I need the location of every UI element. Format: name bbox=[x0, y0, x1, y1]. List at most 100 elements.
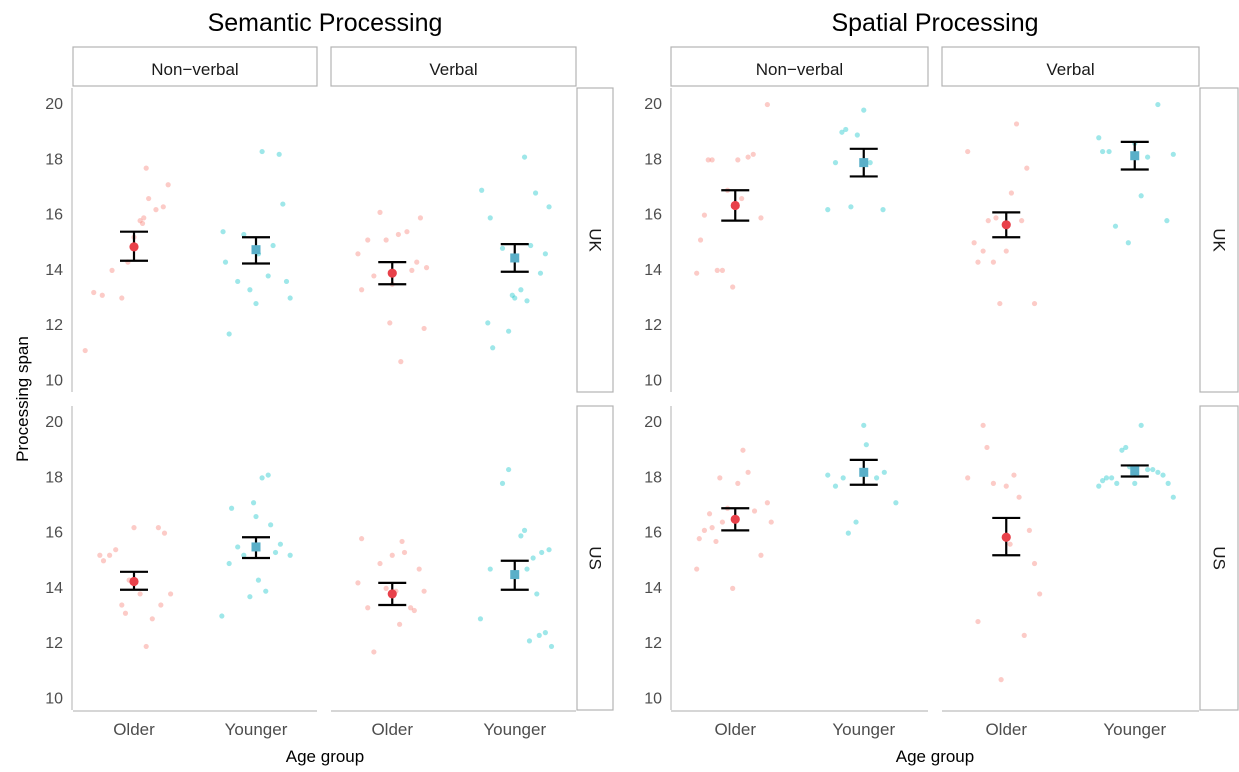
data-point-younger bbox=[1165, 480, 1171, 486]
facet-strip-row bbox=[1199, 405, 1239, 711]
data-point-older bbox=[155, 525, 161, 531]
data-point-younger bbox=[499, 245, 506, 251]
data-point-older bbox=[160, 204, 166, 210]
data-point-older bbox=[1031, 560, 1038, 567]
y-axis-title: Processing span bbox=[13, 336, 32, 462]
data-point-younger bbox=[263, 588, 269, 594]
data-point-younger bbox=[280, 201, 286, 207]
data-point-younger bbox=[867, 160, 873, 166]
y-tick-label: 12 bbox=[644, 635, 662, 652]
data-point-younger bbox=[477, 616, 484, 622]
data-point-younger bbox=[485, 320, 491, 326]
data-point-older bbox=[131, 525, 137, 531]
data-point-younger bbox=[1132, 480, 1138, 486]
data-point-older bbox=[389, 552, 395, 558]
data-point-older bbox=[414, 259, 420, 265]
data-point-older bbox=[395, 231, 401, 238]
data-point-older bbox=[709, 525, 715, 531]
data-point-older bbox=[359, 287, 365, 293]
data-point-older bbox=[980, 248, 986, 254]
data-point-younger bbox=[537, 270, 544, 276]
data-point-older bbox=[109, 267, 115, 273]
data-point-younger bbox=[848, 204, 854, 210]
mean-marker-older bbox=[387, 268, 397, 278]
data-point-older bbox=[971, 240, 977, 246]
facet-strip-row-label: US bbox=[586, 546, 605, 570]
data-point-younger bbox=[253, 300, 259, 307]
data-point-older bbox=[1026, 527, 1032, 533]
data-point-older bbox=[980, 422, 986, 428]
data-point-younger bbox=[893, 500, 899, 506]
y-tick-label: 10 bbox=[644, 372, 662, 389]
data-point-younger bbox=[881, 469, 887, 475]
data-point-older bbox=[99, 292, 105, 298]
x-tick-label: Younger bbox=[483, 720, 546, 739]
data-point-older bbox=[1011, 472, 1017, 478]
y-tick-label: 16 bbox=[644, 525, 662, 542]
mean-marker-younger bbox=[251, 245, 261, 255]
data-point-younger bbox=[1164, 218, 1170, 224]
data-point-older bbox=[371, 273, 377, 279]
data-point-younger bbox=[546, 204, 552, 210]
data-point-older bbox=[694, 270, 700, 276]
data-point-older bbox=[107, 552, 113, 558]
data-point-younger bbox=[277, 541, 283, 547]
data-point-younger bbox=[1170, 151, 1176, 157]
mean-marker-younger bbox=[1130, 466, 1140, 476]
data-point-older bbox=[421, 588, 427, 594]
data-point-younger bbox=[861, 422, 867, 428]
data-point-younger bbox=[1109, 475, 1115, 481]
data-point-younger bbox=[272, 549, 279, 556]
data-point-older bbox=[359, 536, 365, 542]
data-point-older bbox=[1031, 300, 1038, 307]
data-point-older bbox=[365, 605, 371, 611]
facet-strip-column bbox=[670, 46, 929, 87]
data-point-older bbox=[383, 585, 389, 592]
x-axis-title-spatial: Age group bbox=[896, 747, 974, 766]
data-point-younger bbox=[283, 278, 290, 285]
y-tick-label: 16 bbox=[45, 525, 63, 542]
data-point-older bbox=[997, 300, 1003, 307]
data-point-younger bbox=[832, 483, 839, 489]
data-point-older bbox=[417, 215, 424, 221]
data-point-younger bbox=[509, 292, 515, 298]
x-tick-label: Older bbox=[985, 720, 1027, 739]
y-tick-label: 18 bbox=[45, 151, 63, 168]
data-point-younger bbox=[499, 480, 506, 486]
y-tick-label: 20 bbox=[644, 96, 662, 113]
data-point-older bbox=[701, 527, 708, 533]
data-point-older bbox=[705, 157, 711, 163]
data-point-older bbox=[984, 444, 990, 451]
data-point-older bbox=[161, 530, 168, 536]
mean-marker-older bbox=[1001, 532, 1011, 542]
y-tick-label: 16 bbox=[45, 207, 63, 224]
data-point-younger bbox=[536, 632, 542, 638]
data-point-older bbox=[82, 347, 88, 354]
data-point-older bbox=[408, 605, 414, 611]
data-point-older bbox=[1019, 218, 1025, 224]
data-point-younger bbox=[1145, 466, 1151, 473]
data-point-younger bbox=[247, 594, 253, 600]
data-point-younger bbox=[1096, 483, 1102, 489]
data-point-younger bbox=[241, 552, 247, 558]
data-point-older bbox=[91, 289, 97, 296]
data-point-younger bbox=[1155, 101, 1161, 108]
data-point-older bbox=[401, 549, 408, 556]
data-point-older bbox=[990, 259, 997, 265]
data-point-older bbox=[719, 267, 726, 273]
data-point-younger bbox=[287, 552, 293, 558]
data-point-older bbox=[745, 469, 751, 475]
data-point-older bbox=[411, 607, 417, 614]
data-point-older bbox=[975, 259, 981, 265]
data-point-older bbox=[694, 566, 700, 572]
data-point-younger bbox=[226, 560, 232, 567]
data-point-older bbox=[739, 195, 745, 202]
facet-strip-row-label: UK bbox=[586, 228, 605, 252]
data-point-older bbox=[397, 621, 403, 627]
data-point-younger bbox=[479, 187, 485, 193]
data-point-older bbox=[1008, 190, 1014, 196]
data-point-older bbox=[387, 320, 393, 326]
facet-strip-column-label: Non−verbal bbox=[151, 60, 238, 79]
data-point-younger bbox=[235, 278, 241, 285]
data-point-older bbox=[764, 500, 770, 506]
